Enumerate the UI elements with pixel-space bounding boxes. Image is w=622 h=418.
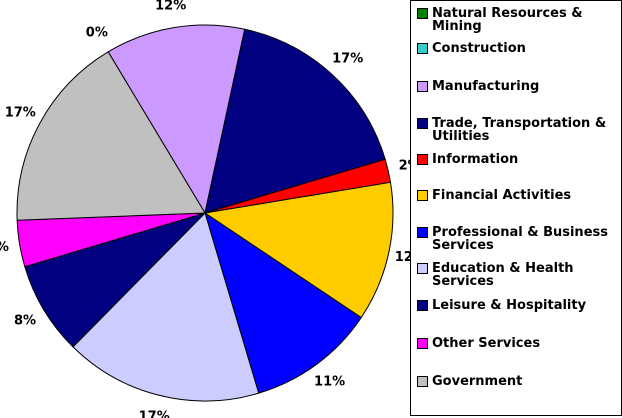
data-label: 17% [5, 106, 36, 121]
legend-swatch [417, 338, 428, 349]
legend-label: Trade, Transportation & Utilities [432, 116, 607, 144]
legend-label: Government [432, 374, 523, 389]
legend-swatch [417, 376, 428, 387]
legend-label: Other Services [432, 336, 541, 351]
pie-slice [107, 24, 246, 215]
pie-slice [204, 28, 386, 214]
pie-slice [24, 212, 206, 348]
pie-area: 0% 12% 17% 2% 12% 11% 17% 8% 4% 17% [0, 0, 410, 418]
data-label: 11% [314, 375, 345, 390]
legend-swatch [417, 43, 428, 54]
data-label: 4% [0, 240, 9, 255]
legend-label: Construction [432, 41, 526, 56]
data-label: 2% [399, 158, 410, 173]
data-label: 12% [395, 250, 410, 265]
legend-swatch [417, 263, 428, 274]
legend-swatch [417, 190, 428, 201]
legend-label: Information [432, 152, 519, 167]
pie-slice [204, 211, 362, 394]
pie-slice [72, 212, 260, 402]
data-label: 8% [14, 314, 36, 329]
legend-swatch [417, 8, 428, 19]
legend-swatch [417, 81, 428, 92]
data-label: 12% [155, 0, 186, 13]
data-label: 17% [332, 51, 363, 66]
legend-label: Education & Health Services [432, 261, 574, 289]
legend-swatch [417, 118, 428, 129]
data-label: 17% [139, 409, 170, 418]
legend: Natural Resources & Mining Construction Ma… [410, 0, 622, 416]
legend-label: Professional & Business Services [432, 225, 608, 253]
pie-slice [203, 181, 394, 319]
legend-swatch [417, 227, 428, 238]
pie-slice [16, 51, 206, 221]
data-label: 0% [86, 25, 108, 40]
legend-label: Natural Resources & Mining [432, 6, 583, 34]
legend-label: Leisure & Hospitality [432, 298, 587, 313]
legend-label: Financial Activities [432, 188, 572, 203]
legend-label: Manufacturing [432, 79, 540, 94]
legend-swatch [417, 300, 428, 311]
legend-swatch [417, 154, 428, 165]
